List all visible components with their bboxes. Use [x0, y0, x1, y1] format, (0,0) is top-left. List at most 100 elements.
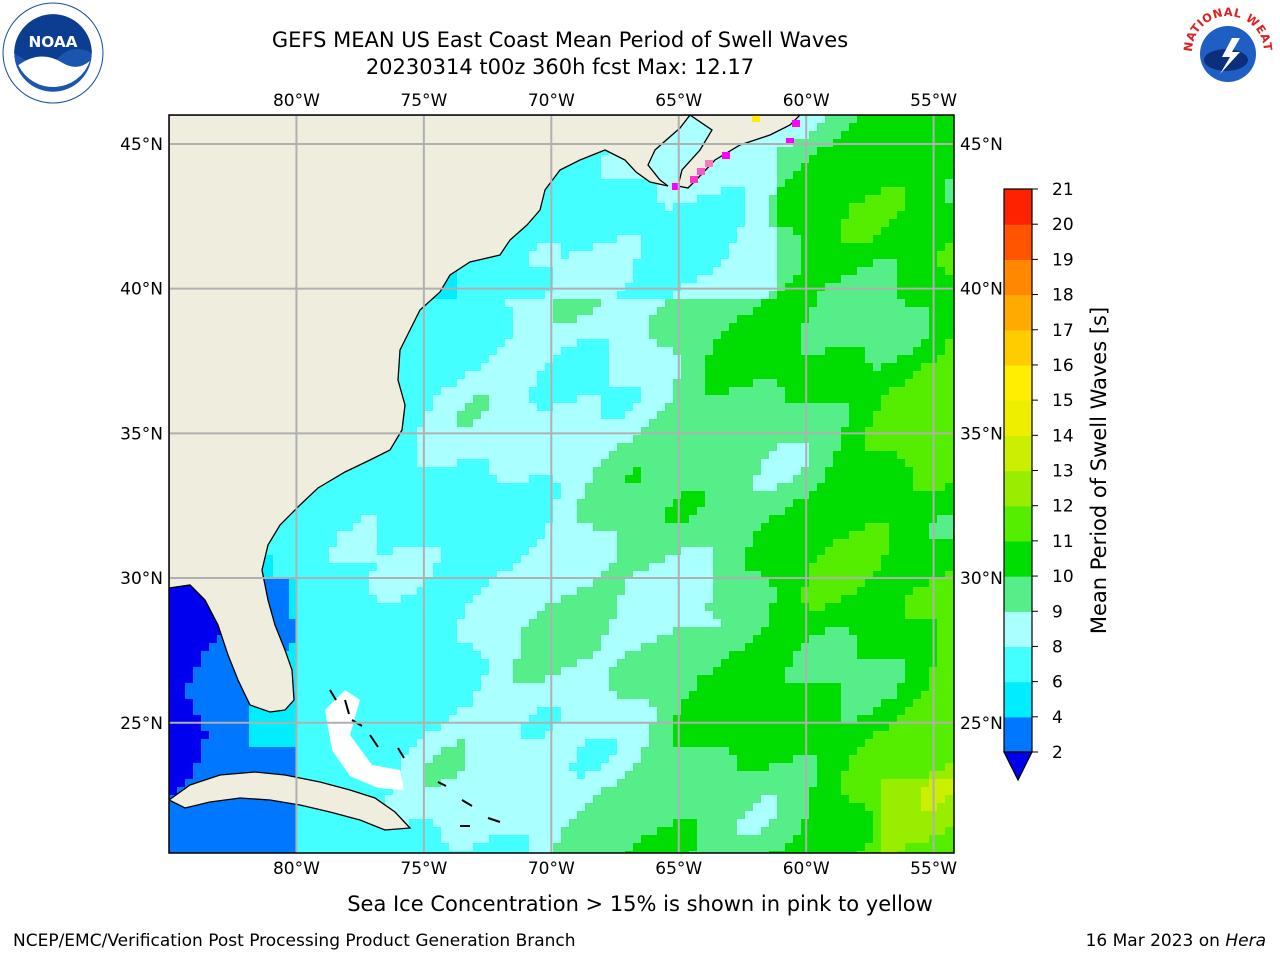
field-cell — [689, 507, 698, 516]
field-cell — [433, 307, 442, 316]
field-cell — [745, 203, 754, 212]
field-cell — [385, 451, 394, 460]
field-cell — [521, 443, 530, 452]
field-cell — [857, 275, 866, 284]
field-cell — [737, 251, 746, 260]
field-cell — [665, 307, 674, 316]
field-cell — [425, 347, 434, 356]
field-cell — [449, 411, 458, 420]
field-cell — [713, 443, 722, 452]
field-cell — [737, 203, 746, 212]
field-cell — [937, 147, 946, 156]
field-cell — [553, 179, 562, 188]
field-cell — [537, 355, 546, 364]
field-cell — [705, 395, 714, 404]
field-cell — [585, 267, 594, 276]
field-cell — [697, 371, 706, 380]
field-cell — [945, 275, 954, 284]
field-cell — [673, 475, 682, 484]
field-cell — [577, 315, 586, 324]
field-cell — [617, 235, 626, 244]
field-cell — [505, 307, 514, 316]
field-cell — [537, 299, 546, 308]
field-cell — [777, 171, 786, 180]
field-cell — [881, 387, 890, 396]
field-cell — [457, 515, 466, 524]
field-cell — [945, 243, 954, 252]
field-cell — [449, 435, 458, 444]
field-cell — [881, 227, 890, 236]
field-cell — [857, 451, 866, 460]
field-cell — [537, 467, 546, 476]
field-cell — [625, 507, 634, 516]
field-cell — [873, 451, 882, 460]
field-cell — [697, 299, 706, 308]
field-cell — [777, 371, 786, 380]
field-cell — [697, 427, 706, 436]
field-cell — [729, 435, 738, 444]
field-cell — [833, 291, 842, 300]
field-cell — [921, 219, 930, 228]
field-cell — [753, 243, 762, 252]
field-cell — [473, 411, 482, 420]
field-cell — [569, 475, 578, 484]
field-cell — [737, 147, 746, 156]
field-cell — [761, 499, 770, 508]
field-cell — [625, 435, 634, 444]
field-cell — [753, 395, 762, 404]
field-cell — [793, 267, 802, 276]
field-cell — [737, 451, 746, 460]
field-cell — [873, 203, 882, 212]
field-cell — [649, 395, 658, 404]
field-cell — [849, 131, 858, 140]
field-cell — [833, 115, 842, 124]
field-cell — [409, 323, 418, 332]
field-cell — [473, 387, 482, 396]
field-cell — [433, 323, 442, 332]
field-cell — [689, 411, 698, 420]
field-cell — [913, 171, 922, 180]
field-cell — [577, 323, 586, 332]
field-cell — [841, 403, 850, 412]
field-cell — [569, 323, 578, 332]
field-cell — [561, 435, 570, 444]
field-cell — [777, 499, 786, 508]
field-cell — [697, 283, 706, 292]
field-cell — [497, 483, 506, 492]
field-cell — [473, 419, 482, 428]
field-cell — [777, 315, 786, 324]
field-cell — [561, 475, 570, 484]
field-cell — [913, 427, 922, 436]
field-cell — [513, 395, 522, 404]
field-cell — [817, 163, 826, 172]
field-cell — [553, 499, 562, 508]
field-cell — [825, 395, 834, 404]
field-cell — [881, 283, 890, 292]
field-cell — [577, 355, 586, 364]
field-cell — [481, 299, 490, 308]
field-cell — [465, 411, 474, 420]
field-cell — [857, 291, 866, 300]
field-cell — [921, 459, 930, 468]
field-cell — [889, 315, 898, 324]
field-cell — [681, 347, 690, 356]
field-cell — [537, 499, 546, 508]
field-cell — [609, 379, 618, 388]
field-cell — [905, 219, 914, 228]
field-cell — [577, 379, 586, 388]
field-cell — [329, 483, 338, 492]
field-cell — [689, 403, 698, 412]
field-cell — [913, 355, 922, 364]
field-cell — [721, 395, 730, 404]
field-cell — [825, 483, 834, 492]
field-cell — [753, 403, 762, 412]
field-cell — [465, 331, 474, 340]
field-cell — [633, 243, 642, 252]
field-cell — [657, 147, 666, 156]
field-cell — [745, 387, 754, 396]
field-cell — [545, 331, 554, 340]
field-cell — [793, 219, 802, 228]
field-cell — [721, 283, 730, 292]
field-cell — [785, 347, 794, 356]
field-cell — [841, 195, 850, 204]
